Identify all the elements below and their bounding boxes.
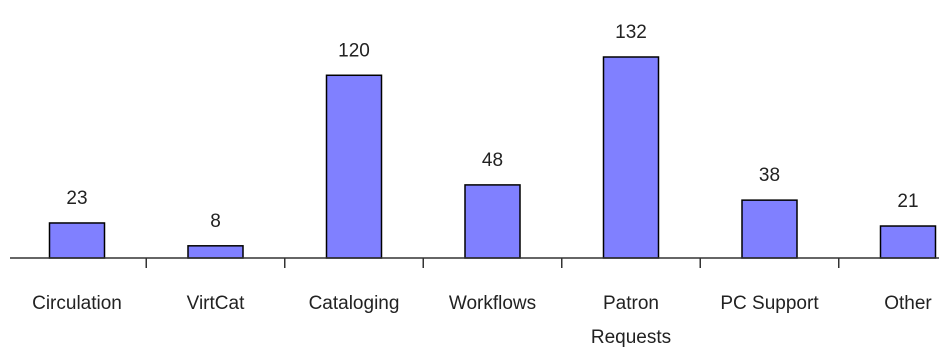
x-tick-label-pc-support: PC Support xyxy=(720,293,819,314)
data-label-pc-support: 38 xyxy=(759,165,780,186)
bar-cataloging xyxy=(325,74,383,259)
bar-circulation xyxy=(48,222,106,259)
bars-group xyxy=(48,56,937,259)
x-tick-label-line: PC Support xyxy=(720,293,819,314)
data-labels-group: 23 8 120 48 132 38 21 xyxy=(66,22,918,232)
x-tick-label-workflows: Workflows xyxy=(449,293,536,314)
x-tick-label-virtcat: VirtCat xyxy=(187,293,245,314)
data-label-workflows: 48 xyxy=(482,150,503,171)
x-tick-label-line: VirtCat xyxy=(187,293,245,314)
bar-pc-support xyxy=(741,199,798,259)
data-label-circulation: 23 xyxy=(66,188,87,209)
x-tick-label-line: Requests xyxy=(591,327,671,348)
x-tick-label-line: Patron xyxy=(603,293,659,314)
x-tick-label-cataloging: Cataloging xyxy=(309,293,400,314)
x-tick-label-line: Circulation xyxy=(32,293,122,314)
x-tick-label-line: Workflows xyxy=(449,293,536,314)
bar-other xyxy=(879,225,937,259)
bar-patron-requests xyxy=(602,56,660,259)
x-tick-label-circulation: Circulation xyxy=(32,293,122,314)
bar-workflows xyxy=(464,184,521,259)
x-tick-label-other: Other xyxy=(884,293,932,314)
data-label-virtcat: 8 xyxy=(210,211,221,232)
x-tick-labels-group: Circulation VirtCat Cataloging Workflows Pat… xyxy=(32,293,932,348)
x-tick-label-line: Other xyxy=(884,293,932,314)
data-label-patron-requests: 132 xyxy=(615,22,647,43)
bar-virtcat xyxy=(187,245,244,259)
data-label-other: 21 xyxy=(897,191,918,212)
x-tick-label-line: Cataloging xyxy=(309,293,400,314)
data-label-cataloging: 120 xyxy=(338,40,370,61)
x-axis-ticks xyxy=(145,258,840,268)
x-tick-label-patron-requests: Patron Requests xyxy=(591,293,671,348)
